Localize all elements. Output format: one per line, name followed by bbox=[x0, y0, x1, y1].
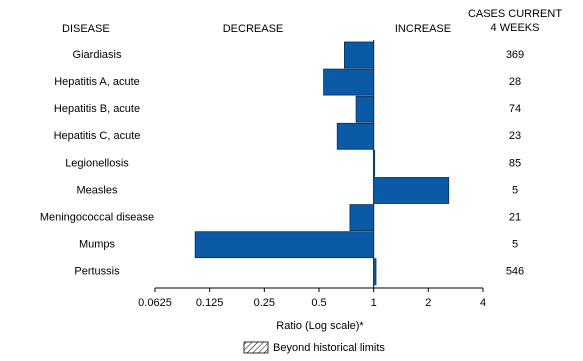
bar bbox=[349, 204, 375, 232]
decrease-label: DECREASE bbox=[223, 23, 284, 35]
category-label: Legionellosis bbox=[65, 157, 129, 169]
cases-value: 5 bbox=[512, 184, 518, 196]
bar bbox=[344, 41, 375, 69]
category-label: Hepatitis C, acute bbox=[54, 130, 141, 142]
bar bbox=[373, 149, 376, 177]
x-tick-label: 1 bbox=[371, 297, 377, 309]
bar bbox=[355, 95, 375, 123]
bar bbox=[194, 231, 375, 259]
x-tick-label: 4 bbox=[480, 297, 486, 309]
category-label: Hepatitis A, acute bbox=[54, 76, 140, 88]
x-tick-label: 0.5 bbox=[311, 297, 326, 309]
category-label: Measles bbox=[77, 184, 118, 196]
legend-swatch bbox=[243, 341, 269, 354]
x-tick-label: 2 bbox=[425, 297, 431, 309]
x-axis-label: Ratio (Log scale)* bbox=[276, 320, 364, 332]
category-label: Hepatitis B, acute bbox=[54, 103, 140, 115]
cases-header: CASES CURRENT bbox=[468, 8, 562, 20]
cases-header: 4 WEEKS bbox=[491, 22, 540, 34]
x-tick-label: 0.125 bbox=[196, 297, 224, 309]
increase-label: INCREASE bbox=[395, 23, 451, 35]
category-label: Meningococcal disease bbox=[40, 212, 154, 224]
bar bbox=[373, 258, 377, 286]
category-label: Pertussis bbox=[74, 266, 120, 278]
x-tick-label: 0.25 bbox=[254, 297, 275, 309]
bar bbox=[373, 177, 450, 204]
cases-value: 28 bbox=[509, 76, 521, 88]
category-label: Giardiasis bbox=[73, 49, 122, 61]
bar bbox=[336, 122, 375, 150]
cases-value: 21 bbox=[509, 212, 521, 224]
cases-value: 5 bbox=[512, 239, 518, 251]
category-header: DISEASE bbox=[62, 23, 110, 35]
bar bbox=[323, 68, 375, 96]
cases-value: 369 bbox=[506, 49, 524, 61]
cases-value: 546 bbox=[506, 266, 524, 278]
legend-label: Beyond historical limits bbox=[273, 342, 385, 354]
x-tick-label: 0.0625 bbox=[138, 297, 172, 309]
cases-value: 74 bbox=[509, 103, 521, 115]
category-label: Mumps bbox=[79, 239, 116, 251]
cases-value: 23 bbox=[509, 130, 521, 142]
cases-value: 85 bbox=[509, 157, 521, 169]
